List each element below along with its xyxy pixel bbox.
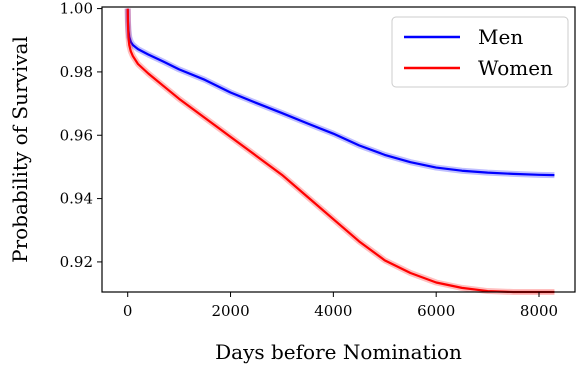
y-tick-label: 0.92 <box>60 253 93 271</box>
x-axis-label: Days before Nomination <box>215 340 462 364</box>
series-line-men <box>126 8 555 177</box>
legend-label-women: Women <box>478 56 553 80</box>
y-tick-label: 1.00 <box>60 0 93 18</box>
x-tick-label: 6000 <box>417 302 455 320</box>
y-axis-label: Probability of Survival <box>8 36 32 263</box>
y-tick-label: 0.94 <box>60 190 93 208</box>
x-tick-label: 0 <box>123 302 133 320</box>
legend: Men Women <box>391 16 569 88</box>
x-tick-label: 4000 <box>314 302 352 320</box>
y-tick-label: 0.98 <box>60 63 93 81</box>
x-tick-label: 2000 <box>211 302 249 320</box>
y-tick-label: 0.96 <box>60 126 93 144</box>
axes: 0 2000 4000 6000 8000 0.92 0.94 0.96 0.98 1.00 <box>60 0 576 320</box>
series-line-women <box>126 8 555 294</box>
legend-label-men: Men <box>478 25 523 49</box>
plot-area <box>124 8 555 295</box>
x-tick-label: 8000 <box>520 302 558 320</box>
axes-frame <box>101 6 576 293</box>
legend-box <box>391 16 569 88</box>
